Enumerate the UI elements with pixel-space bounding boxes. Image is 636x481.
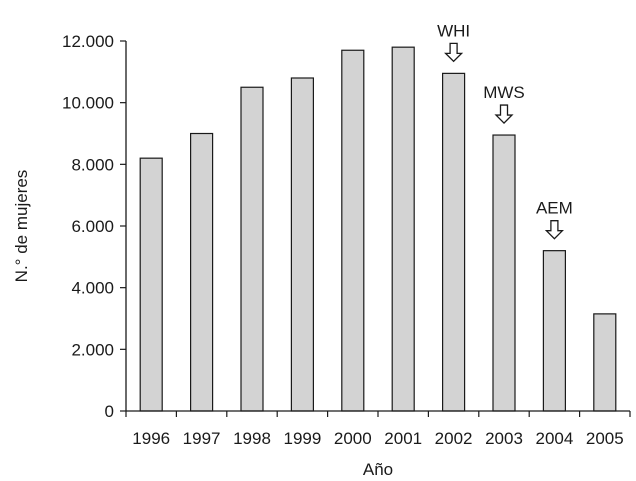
x-tick-label: 2005 bbox=[586, 429, 624, 448]
y-tick-label: 2.000 bbox=[71, 340, 114, 359]
down-arrow-icon bbox=[494, 104, 514, 124]
x-tick-label: 2000 bbox=[334, 429, 372, 448]
bar-2002 bbox=[442, 72, 466, 412]
x-tick-label: 1999 bbox=[283, 429, 321, 448]
y-tick-label: 10.000 bbox=[62, 94, 114, 113]
annotation-label: WHI bbox=[437, 21, 470, 40]
x-tick-label: 2004 bbox=[535, 429, 573, 448]
y-tick-label: 6.000 bbox=[71, 217, 114, 236]
bar-1996 bbox=[139, 157, 163, 412]
y-tick-label: 0 bbox=[105, 402, 114, 421]
bar-2003 bbox=[492, 134, 516, 412]
bar-1997 bbox=[190, 132, 214, 412]
annotation-aem: AEM bbox=[536, 199, 573, 240]
annotation-mws: MWS bbox=[483, 83, 525, 124]
bar-2005 bbox=[593, 313, 617, 412]
plot-area: 0 2.000 4.000 6.000 8.000 10.000 12.000 1996 199… bbox=[62, 21, 631, 448]
y-tick-label: 12.000 bbox=[62, 32, 114, 51]
bar-1999 bbox=[290, 77, 314, 412]
annotation-whi: WHI bbox=[437, 21, 470, 63]
bar-2001 bbox=[391, 46, 415, 412]
x-tick-label: 2001 bbox=[384, 429, 422, 448]
annotation-label: MWS bbox=[483, 83, 525, 102]
annotation-label: AEM bbox=[536, 199, 573, 218]
bar-1998 bbox=[240, 86, 264, 412]
y-tick-label: 8.000 bbox=[71, 155, 114, 174]
bar-2000 bbox=[341, 49, 365, 412]
x-tick-label: 2002 bbox=[435, 429, 473, 448]
x-tick-label: 1996 bbox=[132, 429, 170, 448]
down-arrow-icon bbox=[444, 42, 464, 63]
x-tick-label: 1998 bbox=[233, 429, 271, 448]
bar-2004 bbox=[542, 250, 567, 412]
y-tick-label: 4.000 bbox=[71, 279, 114, 298]
y-axis-label: N.° de mujeres bbox=[12, 170, 31, 283]
x-tick-label: 2003 bbox=[485, 429, 523, 448]
x-axis-label: Año bbox=[363, 460, 393, 479]
x-tick-label: 1997 bbox=[183, 429, 221, 448]
down-arrow-icon bbox=[544, 220, 564, 240]
